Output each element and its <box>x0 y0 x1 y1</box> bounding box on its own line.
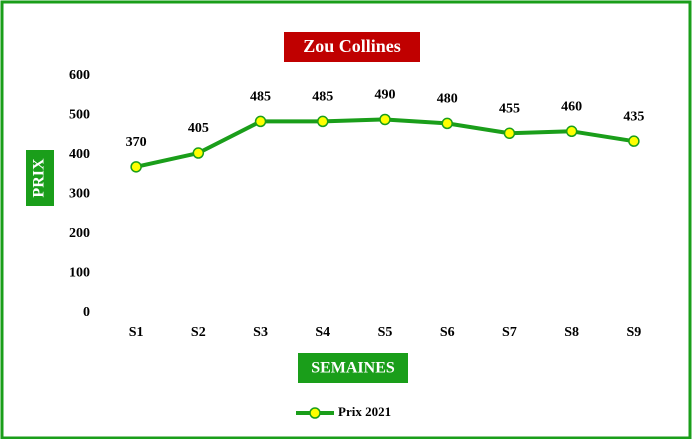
data-label: 485 <box>312 90 333 105</box>
x-tick-label: S8 <box>564 325 579 340</box>
data-point <box>441 117 453 130</box>
x-tick-label: S9 <box>626 325 641 340</box>
x-tick-label: S5 <box>378 325 393 340</box>
data-point <box>503 127 516 140</box>
x-tick-label: S1 <box>129 325 144 340</box>
y-tick-label: 200 <box>69 226 90 241</box>
data-point <box>192 147 205 159</box>
data-label: 455 <box>499 101 520 116</box>
x-tick-label: S6 <box>440 325 455 340</box>
data-point <box>130 161 142 173</box>
data-point <box>317 115 329 128</box>
x-tick-label: S7 <box>502 325 517 340</box>
x-tick-label: S4 <box>315 325 330 340</box>
x-tick-label: S3 <box>253 325 268 340</box>
data-label: 480 <box>437 92 458 107</box>
legend-label: Prix 2021 <box>338 404 391 419</box>
legend-marker <box>309 407 321 419</box>
data-label: 460 <box>561 100 582 115</box>
y-axis-label: PRIX <box>31 158 48 198</box>
data-label: 435 <box>623 109 644 124</box>
y-tick-label: 300 <box>69 187 90 202</box>
data-label: 485 <box>250 90 271 105</box>
data-label: 370 <box>126 135 147 150</box>
data-point <box>379 113 391 126</box>
title-box <box>284 32 420 62</box>
y-tick-label: 500 <box>69 108 90 123</box>
chart-title: Zou Collines <box>303 36 401 56</box>
y-label-box <box>26 150 54 206</box>
y-tick-label: 100 <box>69 266 90 281</box>
data-point <box>254 115 267 128</box>
x-tick-label: S2 <box>191 325 206 340</box>
data-label: 490 <box>375 88 396 103</box>
x-axis-label: SEMAINES <box>311 360 395 377</box>
y-tick-label: 600 <box>69 68 90 83</box>
y-tick-label: 0 <box>83 305 90 320</box>
data-label: 405 <box>188 121 209 136</box>
data-point <box>565 125 578 138</box>
x-label-box <box>298 353 408 383</box>
y-tick-label: 400 <box>69 147 90 162</box>
data-point <box>628 135 640 147</box>
